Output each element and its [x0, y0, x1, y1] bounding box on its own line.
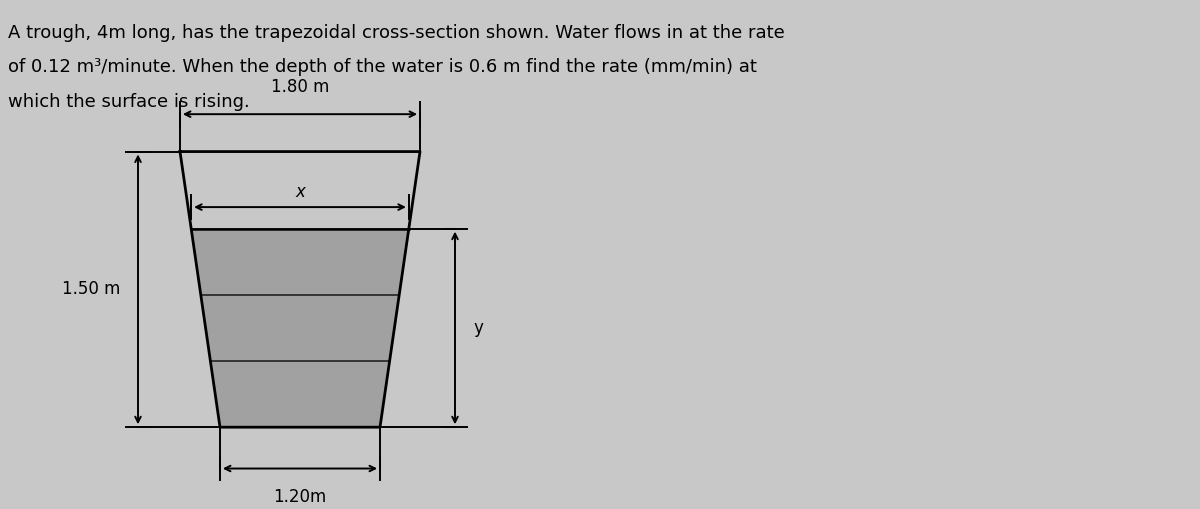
Text: x: x [295, 183, 305, 201]
Text: 1.80 m: 1.80 m [271, 78, 329, 97]
Text: of 0.12 m³/minute. When the depth of the water is 0.6 m find the rate (mm/min) a: of 0.12 m³/minute. When the depth of the… [8, 58, 757, 76]
Text: 1.50 m: 1.50 m [61, 280, 120, 298]
Polygon shape [191, 229, 409, 427]
Text: 1.20m: 1.20m [274, 488, 326, 506]
Text: y: y [473, 319, 482, 337]
Text: which the surface is rising.: which the surface is rising. [8, 93, 250, 110]
Text: A trough, 4m long, has the trapezoidal cross-section shown. Water flows in at th: A trough, 4m long, has the trapezoidal c… [8, 23, 785, 42]
